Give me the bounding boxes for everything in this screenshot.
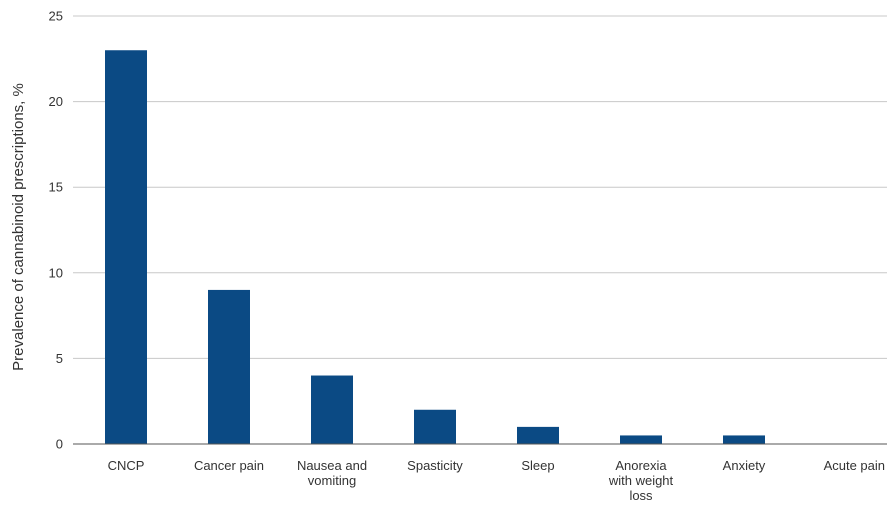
x-category-label-line: Cancer pain <box>194 458 264 473</box>
x-category-label-line: Nausea and <box>297 458 367 473</box>
x-category-label-line: Sleep <box>521 458 554 473</box>
y-tick-label: 0 <box>56 437 63 452</box>
x-category-label: Spasticity <box>407 458 463 473</box>
x-category-label: Cancer pain <box>194 458 264 473</box>
x-category-label-line: Anxiety <box>723 458 766 473</box>
y-tick-label: 25 <box>49 9 63 24</box>
bar <box>620 435 662 444</box>
y-tick-label: 10 <box>49 265 63 280</box>
x-category-label-line: Acute pain <box>824 458 885 473</box>
x-category-label-line: CNCP <box>108 458 145 473</box>
y-tick-labels: 0 5 10 15 20 25 <box>49 9 63 452</box>
bar <box>311 375 353 444</box>
bar <box>723 435 765 444</box>
x-category-label: Nausea and vomiting <box>297 458 367 488</box>
x-category-label: Anorexia with weight loss <box>608 458 674 503</box>
gridlines <box>73 15 887 359</box>
y-tick-label: 5 <box>56 351 63 366</box>
bar <box>208 289 250 444</box>
x-category-labels: CNCP Cancer pain Nausea and vomiting Spastic… <box>108 458 885 503</box>
bars <box>105 50 765 445</box>
bar <box>105 50 147 445</box>
x-category-label: Acute pain <box>824 458 885 473</box>
x-category-label: Anxiety <box>723 458 766 473</box>
x-category-label-line: loss <box>629 488 653 503</box>
x-category-label-line: Spasticity <box>407 458 463 473</box>
x-category-label-line: with weight <box>608 473 674 488</box>
bar <box>414 409 456 444</box>
y-tick-label: 15 <box>49 180 63 195</box>
x-category-label-line: Anorexia <box>615 458 667 473</box>
bar <box>517 426 559 444</box>
x-category-label-line: vomiting <box>308 473 356 488</box>
x-category-label: Sleep <box>521 458 554 473</box>
y-tick-label: 20 <box>49 94 63 109</box>
y-axis-title: Prevalence of cannabinoid prescriptions,… <box>10 83 27 371</box>
x-category-label: CNCP <box>108 458 145 473</box>
